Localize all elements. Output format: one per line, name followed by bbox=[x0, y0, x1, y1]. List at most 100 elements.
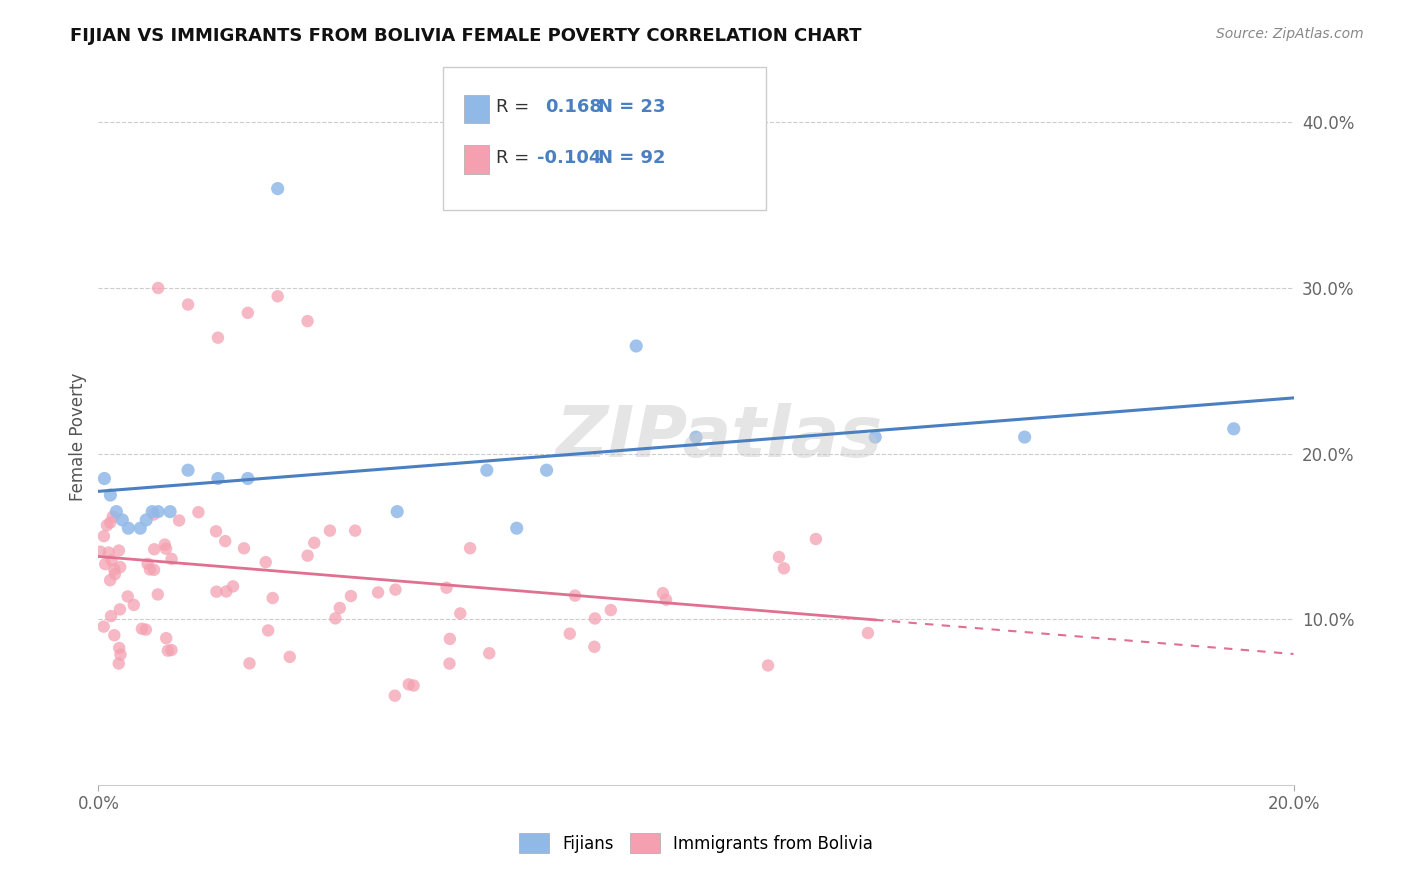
Point bbox=[143, 542, 166, 557]
Point bbox=[865, 430, 887, 444]
Point bbox=[94, 557, 117, 571]
Point bbox=[436, 581, 458, 595]
Point bbox=[475, 463, 498, 477]
Text: FIJIAN VS IMMIGRANTS FROM BOLIVIA FEMALE POVERTY CORRELATION CHART: FIJIAN VS IMMIGRANTS FROM BOLIVIA FEMALE… bbox=[70, 27, 862, 45]
Point bbox=[297, 549, 319, 563]
Point bbox=[146, 587, 169, 601]
Point bbox=[155, 631, 177, 645]
Point bbox=[108, 543, 131, 558]
Point bbox=[768, 549, 790, 564]
Point bbox=[205, 524, 228, 539]
Y-axis label: Female Poverty: Female Poverty bbox=[69, 373, 87, 501]
Point bbox=[108, 560, 131, 574]
Point bbox=[478, 646, 501, 660]
Point bbox=[100, 609, 122, 624]
Point bbox=[207, 331, 229, 345]
Point bbox=[558, 626, 581, 640]
Point bbox=[205, 584, 228, 599]
Point bbox=[304, 536, 326, 550]
Point bbox=[344, 524, 367, 538]
Point bbox=[340, 589, 363, 603]
Point bbox=[685, 430, 707, 444]
Point bbox=[111, 513, 134, 527]
Point bbox=[177, 297, 200, 311]
Point bbox=[139, 562, 162, 576]
Point bbox=[439, 632, 461, 646]
Point bbox=[96, 518, 118, 533]
Point bbox=[599, 603, 621, 617]
Text: N = 23: N = 23 bbox=[598, 98, 665, 116]
Point bbox=[160, 552, 183, 566]
Point bbox=[98, 516, 121, 530]
Point bbox=[136, 557, 159, 571]
Point bbox=[756, 658, 779, 673]
Point bbox=[108, 602, 131, 616]
Point bbox=[141, 505, 163, 519]
Point bbox=[655, 592, 678, 607]
Point bbox=[222, 579, 245, 593]
Point bbox=[329, 601, 352, 615]
Point bbox=[384, 689, 406, 703]
Point bbox=[583, 611, 606, 625]
Point bbox=[107, 657, 129, 671]
Text: N = 92: N = 92 bbox=[598, 149, 665, 167]
Point bbox=[262, 591, 284, 605]
Point bbox=[93, 471, 115, 485]
Point bbox=[536, 463, 558, 477]
Point bbox=[156, 643, 179, 657]
Point bbox=[564, 589, 586, 603]
Point bbox=[135, 513, 157, 527]
Point bbox=[122, 598, 145, 612]
Point bbox=[367, 585, 389, 599]
Point bbox=[148, 505, 170, 519]
Legend: Fijians, Immigrants from Bolivia: Fijians, Immigrants from Bolivia bbox=[512, 827, 880, 860]
Point bbox=[651, 586, 673, 600]
Point bbox=[238, 657, 260, 671]
Point bbox=[97, 545, 120, 559]
Point bbox=[583, 640, 606, 654]
Point bbox=[215, 584, 238, 599]
Point bbox=[100, 553, 122, 567]
Point bbox=[110, 648, 132, 662]
Point bbox=[89, 544, 111, 558]
Point bbox=[254, 555, 277, 569]
Point bbox=[458, 541, 481, 556]
Point bbox=[93, 619, 115, 633]
Point bbox=[398, 677, 420, 691]
Point bbox=[159, 505, 181, 519]
Text: ZIPatlas: ZIPatlas bbox=[557, 402, 883, 472]
Text: Source: ZipAtlas.com: Source: ZipAtlas.com bbox=[1216, 27, 1364, 41]
Text: -0.104: -0.104 bbox=[537, 149, 602, 167]
Point bbox=[267, 289, 290, 303]
Point bbox=[117, 521, 139, 535]
Point bbox=[98, 488, 122, 502]
Point bbox=[384, 582, 406, 597]
Point bbox=[131, 622, 153, 636]
Point bbox=[108, 640, 131, 655]
Text: R =: R = bbox=[496, 149, 536, 167]
Point bbox=[135, 623, 157, 637]
Point bbox=[626, 339, 648, 353]
Point bbox=[319, 524, 342, 538]
Point bbox=[236, 471, 259, 485]
Point bbox=[177, 463, 200, 477]
Point bbox=[101, 509, 124, 524]
Point bbox=[267, 181, 290, 195]
Point bbox=[257, 624, 280, 638]
Point bbox=[104, 567, 127, 582]
Point bbox=[105, 505, 128, 519]
Point bbox=[325, 611, 347, 625]
Point bbox=[236, 306, 259, 320]
Point bbox=[297, 314, 319, 328]
Point bbox=[93, 529, 115, 543]
Point bbox=[129, 521, 152, 535]
Point bbox=[153, 538, 176, 552]
Point bbox=[402, 679, 425, 693]
Point bbox=[143, 563, 166, 577]
Point bbox=[103, 562, 125, 576]
Point bbox=[506, 521, 529, 535]
Point bbox=[103, 628, 125, 642]
Point bbox=[385, 505, 409, 519]
Point bbox=[148, 281, 170, 295]
Text: 0.168: 0.168 bbox=[546, 98, 603, 116]
